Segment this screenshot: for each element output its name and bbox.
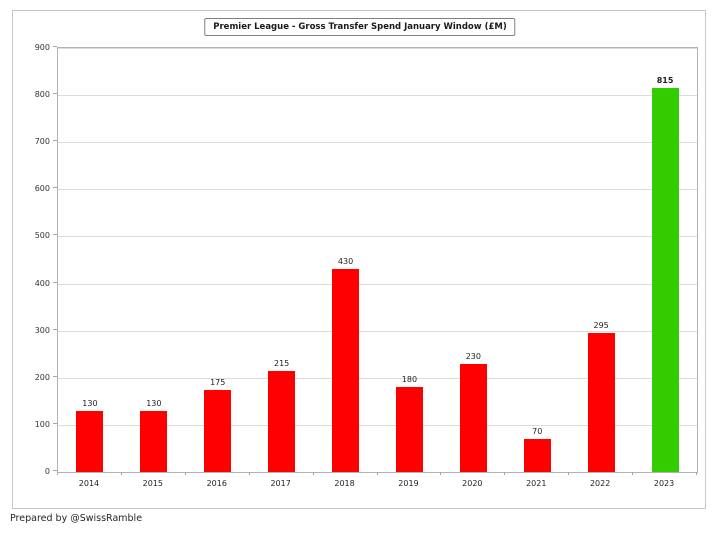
x-tick-label-2014: 2014 [78, 479, 100, 488]
x-tick-label-2020: 2020 [462, 479, 483, 488]
y-tick-mark [53, 187, 57, 189]
x-tick-label-2018: 2018 [334, 479, 355, 488]
bar-value-label: 230 [465, 351, 481, 361]
x-tick-mark [57, 472, 58, 475]
bar-value-label: 175 [210, 377, 226, 387]
bar-2019 [395, 387, 423, 472]
x-tick-label-2021: 2021 [526, 479, 547, 488]
bar-value-label: 815 [656, 76, 674, 86]
y-tick-mark [53, 422, 57, 424]
y-tick-mark [53, 93, 57, 95]
y-tick-mark [53, 140, 57, 142]
x-tick-label-2015: 2015 [142, 479, 164, 488]
bar-2018 [332, 269, 360, 472]
x-tick-mark [376, 472, 378, 475]
bar-2017 [268, 370, 296, 472]
x-tick-label-2019: 2019 [398, 479, 419, 488]
y-tick-mark [53, 281, 57, 283]
y-tick-mark [53, 234, 57, 236]
y-tick-label: 500 [34, 231, 50, 241]
y-axis: 0 100 200 300 400 500 600 700 800 900 [0, 43, 57, 476]
gridline [58, 142, 697, 144]
x-tick-mark [632, 472, 634, 475]
y-tick-label: 300 [34, 325, 50, 335]
y-tick-mark [53, 328, 57, 330]
y-tick-label: 700 [34, 137, 50, 147]
gridline [58, 330, 697, 332]
y-tick-label: 400 [34, 278, 50, 288]
x-tick-mark [440, 472, 442, 475]
x-tick-mark [696, 472, 697, 475]
bar-value-label: 180 [401, 375, 418, 385]
x-tick-label-2017: 2017 [270, 479, 291, 488]
gridline [58, 283, 697, 285]
bar-2022 [587, 333, 615, 472]
y-tick-mark [53, 375, 57, 377]
x-tick-mark [184, 472, 186, 475]
x-axis: 2014 2015 2016 2017 2018 2019 2020 2021 2022 2023 [57, 472, 698, 496]
gridline [58, 189, 697, 191]
x-tick-mark [248, 472, 250, 475]
y-tick-label: 600 [34, 184, 50, 194]
bar-2014 [76, 410, 104, 472]
x-tick-label-2022: 2022 [589, 479, 611, 488]
x-tick-label-2016: 2016 [206, 479, 227, 488]
y-tick-mark [53, 46, 57, 47]
y-tick-label: 0 [44, 467, 50, 476]
bar-value-label: 130 [146, 398, 162, 408]
y-tick-label: 900 [34, 43, 50, 52]
x-tick-mark [504, 472, 506, 475]
bar-2023 [651, 88, 679, 472]
bar-value-label: 70 [532, 427, 543, 437]
bar-2020 [459, 363, 487, 472]
gridline [58, 236, 697, 238]
bar-2016 [204, 389, 232, 472]
gridline [58, 424, 697, 426]
x-tick-mark [568, 472, 570, 475]
gridline [58, 95, 697, 97]
bar-2015 [140, 410, 168, 472]
x-tick-label-2023: 2023 [653, 479, 675, 488]
bar-value-label: 215 [273, 358, 290, 368]
x-tick-mark [312, 472, 314, 475]
footer-credit: Prepared by @SwissRamble [10, 513, 143, 524]
gridline [58, 48, 697, 49]
gridline [58, 377, 697, 379]
bar-2021 [523, 439, 551, 472]
bar-value-label: 430 [337, 257, 354, 267]
plot-area: 130 130 175 215 430 180 230 70 295 815 [57, 47, 698, 473]
y-tick-mark [53, 470, 57, 471]
y-tick-label: 100 [34, 419, 50, 429]
y-tick-label: 200 [34, 372, 50, 382]
x-tick-mark [120, 472, 122, 475]
bar-value-label: 295 [593, 321, 609, 331]
chart-title: Premier League - Gross Transfer Spend Ja… [204, 18, 516, 36]
y-tick-label: 800 [34, 90, 50, 100]
bar-value-label: 130 [82, 398, 98, 408]
